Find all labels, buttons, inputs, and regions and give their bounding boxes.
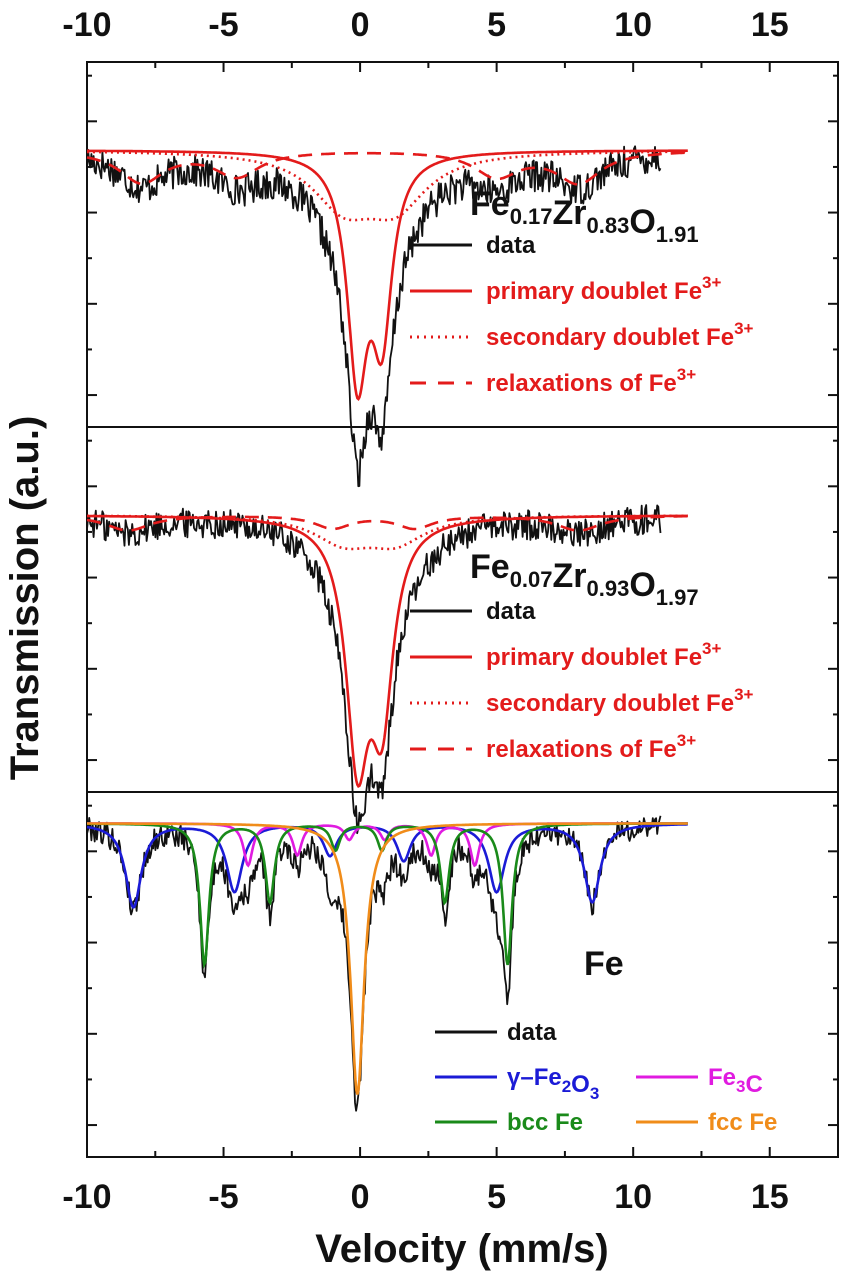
legend-label: data <box>486 232 536 259</box>
top-tick-label: 5 <box>487 6 506 44</box>
fit-primary-doublet-fe3- <box>87 149 688 402</box>
top-tick-label: -10 <box>62 6 111 44</box>
data-trace <box>86 815 662 1112</box>
legend-label: secondary doublet Fe3+ <box>486 319 754 351</box>
fit-bcc-fe <box>87 822 688 969</box>
legend-label: data <box>486 598 536 625</box>
top-tick-label: -5 <box>208 6 238 44</box>
legend-label: data <box>507 1019 557 1046</box>
tick-labels: -10 -10 -5 -5 0 0 5 5 10 10 15 15 <box>62 6 788 1216</box>
legend-label: secondary doublet Fe3+ <box>486 685 754 717</box>
fit-secondary-doublet-fe3- <box>87 150 688 222</box>
sample-label: Fe0.17Zr0.83O1.91 <box>470 185 699 247</box>
legend-label: γ–Fe2O3 <box>507 1064 599 1103</box>
y-axis-label: Transmission (a.u.) <box>3 416 47 781</box>
legend-label: primary doublet Fe3+ <box>486 639 722 671</box>
top-tick-label: 10 <box>614 6 652 44</box>
bottom-tick-label: 0 <box>351 1178 370 1216</box>
panel-frame <box>86 791 839 1158</box>
bottom-tick-label: -10 <box>62 1178 111 1216</box>
sample-label: Fe0.07Zr0.93O1.97 <box>470 548 699 610</box>
fit-relaxations-of-fe3- <box>86 514 688 532</box>
sample-label: Fe <box>584 945 624 983</box>
x-axis-label: Velocity (mm/s) <box>315 1227 608 1271</box>
legend-label: fcc Fe <box>708 1109 777 1136</box>
legend-label: relaxations of Fe3+ <box>486 365 696 397</box>
data-trace <box>86 504 662 835</box>
legend-label: primary doublet Fe3+ <box>486 273 722 305</box>
bottom-tick-label: 5 <box>487 1178 506 1216</box>
fit-secondary-doublet-fe3- <box>87 514 688 551</box>
bottom-tick-label: 10 <box>614 1178 652 1216</box>
curves-layer <box>86 145 688 1112</box>
legend-label: bcc Fe <box>507 1109 583 1136</box>
axes-layer <box>86 61 839 1158</box>
legend-label: Fe3C <box>708 1064 763 1098</box>
fit--fe2o3 <box>86 822 688 909</box>
fit-relaxations-of-fe3- <box>86 151 688 186</box>
fit-fcc-fe <box>87 822 688 1095</box>
bottom-tick-label: 15 <box>751 1178 789 1216</box>
top-tick-label: 0 <box>351 6 370 44</box>
top-tick-label: 15 <box>751 6 789 44</box>
bottom-tick-label: -5 <box>208 1178 238 1216</box>
legend-label: relaxations of Fe3+ <box>486 731 696 763</box>
data-trace <box>86 145 662 488</box>
